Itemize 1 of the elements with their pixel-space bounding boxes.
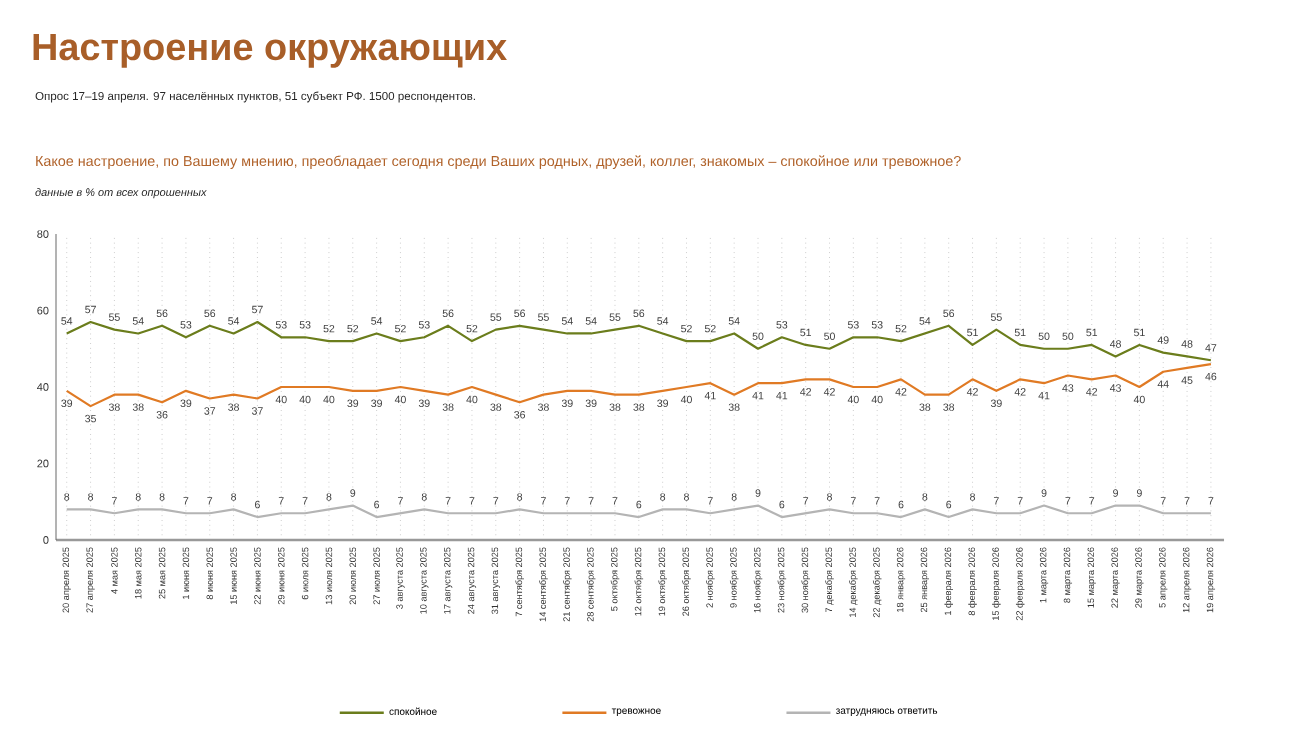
chart-title: Настроение окружающих [33,33,507,68]
